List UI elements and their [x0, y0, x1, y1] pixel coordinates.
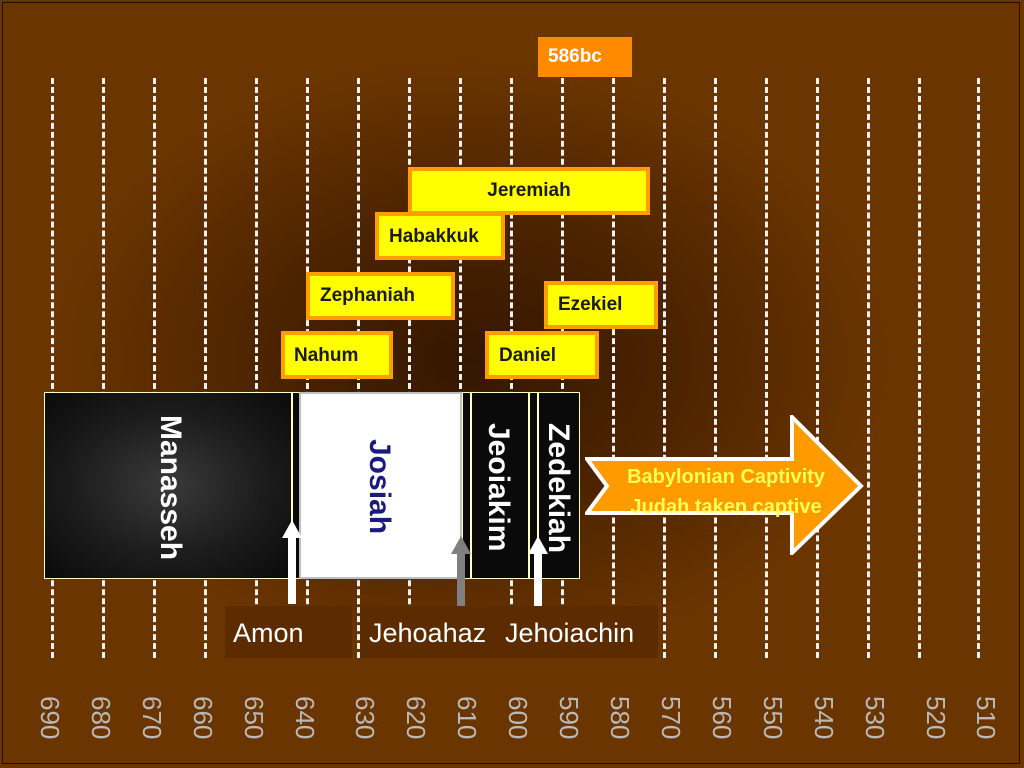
captivity-arrow-icon	[585, 415, 864, 555]
captivity-line-2: Judah taken captive	[630, 496, 822, 518]
prophet-habakkuk: Habakkuk	[375, 212, 505, 260]
axis-tick-text: 600	[503, 696, 533, 740]
prophet-zephaniah: Zephaniah	[306, 272, 455, 320]
gridline	[977, 78, 980, 658]
axis-tick-label: 630	[350, 696, 380, 746]
gridline	[102, 78, 105, 658]
axis-tick-text: 670	[137, 696, 167, 740]
king-zedekiah-label: Zedekiah	[542, 423, 575, 554]
reign-jehoahaz	[462, 392, 471, 579]
axis-tick-label: 520	[921, 696, 951, 746]
king-josiah-label: Josiah	[363, 439, 396, 535]
amon-label-bg	[225, 606, 352, 658]
axis-tick-text: 550	[758, 696, 788, 740]
axis-tick-text: 630	[350, 696, 380, 740]
amon-arrow-icon	[282, 520, 302, 604]
axis-tick-text: 620	[401, 696, 431, 740]
axis-tick-label: 640	[290, 696, 320, 746]
axis-tick-label: 690	[35, 696, 65, 746]
gridline	[255, 78, 258, 658]
reign-jehoiachin	[529, 392, 538, 579]
axis-tick-label: 680	[86, 696, 116, 746]
axis-tick-label: 600	[503, 696, 533, 746]
axis-tick-text: 530	[860, 696, 890, 740]
captivity-label: Babylonian Captivity Judah taken captive	[607, 462, 845, 522]
axis-tick-text: 660	[188, 696, 218, 740]
gridline	[867, 78, 870, 658]
axis-tick-label: 510	[971, 696, 1001, 746]
gridline	[918, 78, 921, 658]
king-jehoiachin-label: Jehoiachin	[505, 618, 635, 648]
reign-zedekiah: Zedekiah	[538, 392, 580, 579]
axis-tick-label: 610	[452, 696, 482, 746]
axis-tick-text: 650	[239, 696, 269, 740]
king-jehoahaz-label: Jehoahaz	[369, 618, 487, 648]
marker-586bc: 586bc	[538, 37, 632, 77]
king-amon-label: Amon	[233, 618, 304, 648]
axis-tick-label: 670	[137, 696, 167, 746]
prophet-jeremiah: Jeremiah	[408, 167, 650, 215]
jehoiachin-arrow-icon	[528, 536, 548, 620]
gridline	[459, 78, 462, 658]
axis-tick-text: 570	[656, 696, 686, 740]
prophet-nahum: Nahum	[281, 331, 393, 379]
gridline	[612, 78, 615, 658]
jehoahaz-label-bg	[360, 606, 658, 658]
axis-tick-label: 590	[554, 696, 584, 746]
jehoahaz-arrow-icon	[451, 536, 471, 620]
axis-tick-text: 590	[554, 696, 584, 740]
axis-tick-label: 580	[605, 696, 635, 746]
axis-tick-text: 580	[605, 696, 635, 740]
axis-tick-label: 650	[239, 696, 269, 746]
gridline	[204, 78, 207, 658]
gridline	[663, 78, 666, 658]
gridline	[51, 78, 54, 658]
gridline	[714, 78, 717, 658]
axis-tick-label: 560	[707, 696, 737, 746]
axis-tick-label: 540	[809, 696, 839, 746]
axis-tick-text: 560	[707, 696, 737, 740]
axis-tick-text: 520	[921, 696, 951, 740]
axis-tick-label: 530	[860, 696, 890, 746]
axis-tick-label: 660	[188, 696, 218, 746]
prophet-daniel: Daniel	[485, 331, 599, 379]
axis-tick-label: 620	[401, 696, 431, 746]
reign-josiah: Josiah	[299, 392, 462, 579]
king-manasseh-label: Manasseh	[154, 415, 187, 561]
reign-jeoiakim: Jeoiakim	[471, 392, 529, 579]
axis-tick-text: 640	[290, 696, 320, 740]
gridline	[816, 78, 819, 658]
king-jeoiakim-label: Jeoiakim	[482, 423, 515, 552]
gridline	[408, 78, 411, 658]
axis-tick-text: 690	[35, 696, 65, 740]
gridline	[765, 78, 768, 658]
prophet-ezekiel: Ezekiel	[544, 281, 658, 329]
gridline	[153, 78, 156, 658]
captivity-line-1: Babylonian Captivity	[627, 466, 825, 488]
axis-tick-label: 570	[656, 696, 686, 746]
axis-tick-text: 510	[971, 696, 1001, 740]
reign-manasseh: Manasseh	[44, 392, 292, 579]
axis-tick-label: 550	[758, 696, 788, 746]
axis-tick-text: 540	[809, 696, 839, 740]
axis-tick-text: 680	[86, 696, 116, 740]
axis-tick-text: 610	[452, 696, 482, 740]
